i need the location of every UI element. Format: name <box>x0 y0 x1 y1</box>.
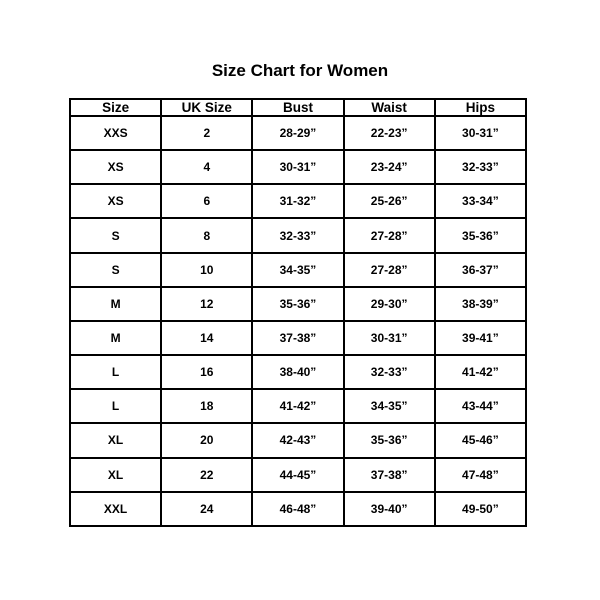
header-cell: Size <box>68 98 163 117</box>
table-cell: 28-29” <box>251 114 345 152</box>
table-cell: 47-48” <box>433 456 528 493</box>
table-cell: 32-33” <box>342 354 436 391</box>
table-cell: 14 <box>160 319 254 357</box>
table-cell: 43-44” <box>433 388 528 425</box>
table-cell: XS <box>68 149 163 186</box>
table-cell: 16 <box>160 354 254 391</box>
table-cell: 24 <box>160 490 254 528</box>
table-cell: 23-24” <box>342 149 436 186</box>
table-row: S 10 34-35” 27-28” 36-37” <box>68 251 528 288</box>
table-cell: 45-46” <box>433 422 528 459</box>
table-cell: 30-31” <box>342 319 436 357</box>
table-cell: 42-43” <box>251 422 345 459</box>
table-cell: 41-42” <box>433 354 528 391</box>
table-body: XXS 2 28-29” 22-23” 30-31” XS 4 30-31” 23-24” 32-… <box>68 114 528 528</box>
table-cell: S <box>68 217 163 254</box>
table-row: XL 20 42-43” 35-36” 45-46” <box>68 422 528 459</box>
table-cell: 39-40” <box>342 490 436 528</box>
table-cell: 10 <box>160 251 254 288</box>
table-row: XXL 24 46-48” 39-40” 49-50” <box>68 490 528 528</box>
table-cell: 35-36” <box>342 422 436 459</box>
table-row: XS 6 31-32” 25-26” 33-34” <box>68 183 528 220</box>
table-cell: M <box>68 285 163 322</box>
table-cell: 31-32” <box>251 183 345 220</box>
table-cell: 2 <box>160 114 254 152</box>
table-cell: 44-45” <box>251 456 345 493</box>
table-cell: 27-28” <box>342 217 436 254</box>
header-cell: Waist <box>342 98 436 117</box>
page-title: Size Chart for Women <box>211 61 389 80</box>
header-cell: UK Size <box>160 98 254 117</box>
table-row: L 18 41-42” 34-35” 43-44” <box>68 388 528 425</box>
table-cell: M <box>68 319 163 357</box>
table-cell: 30-31” <box>433 114 528 152</box>
table-cell: 35-36” <box>433 217 528 254</box>
header-row: Size UK Size Bust Waist Hips <box>68 98 528 117</box>
table-cell: 34-35” <box>251 251 345 288</box>
table-cell: 39-41” <box>433 319 528 357</box>
table-row: XL 22 44-45” 37-38” 47-48” <box>68 456 528 493</box>
table-cell: 41-42” <box>251 388 345 425</box>
table-row: S 8 32-33” 27-28” 35-36” <box>68 217 528 254</box>
table-row: M 14 37-38” 30-31” 39-41” <box>68 319 528 357</box>
table-cell: 38-40” <box>251 354 345 391</box>
table-cell: L <box>68 388 163 425</box>
table-cell: L <box>68 354 163 391</box>
table-cell: 32-33” <box>433 149 528 186</box>
table-cell: 4 <box>160 149 254 186</box>
table-cell: 32-33” <box>251 217 345 254</box>
table-cell: 20 <box>160 422 254 459</box>
table-cell: 27-28” <box>342 251 436 288</box>
table-cell: S <box>68 251 163 288</box>
header-cell: Bust <box>251 98 345 117</box>
table-row: XS 4 30-31” 23-24” 32-33” <box>68 149 528 186</box>
table-cell: 6 <box>160 183 254 220</box>
table-cell: 34-35” <box>342 388 436 425</box>
size-chart-table: Size UK Size Bust Waist Hips XXS 2 28-29” 22-23… <box>68 98 528 528</box>
table-cell: 22-23” <box>342 114 436 152</box>
table-cell: 33-34” <box>433 183 528 220</box>
table-cell: 30-31” <box>251 149 345 186</box>
table-cell: XS <box>68 183 163 220</box>
table-cell: 38-39” <box>433 285 528 322</box>
table-header: Size UK Size Bust Waist Hips <box>68 98 528 117</box>
table-row: L 16 38-40” 32-33” 41-42” <box>68 354 528 391</box>
table-cell: 29-30” <box>342 285 436 322</box>
table-cell: 37-38” <box>342 456 436 493</box>
table-cell: 46-48” <box>251 490 345 528</box>
table-cell: 49-50” <box>433 490 528 528</box>
table-cell: 35-36” <box>251 285 345 322</box>
table-row: XXS 2 28-29” 22-23” 30-31” <box>68 114 528 152</box>
table-cell: 12 <box>160 285 254 322</box>
table-cell: XL <box>68 456 163 493</box>
table-cell: XXL <box>68 490 163 528</box>
table-row: M 12 35-36” 29-30” 38-39” <box>68 285 528 322</box>
table-cell: 36-37” <box>433 251 528 288</box>
table-cell: 22 <box>160 456 254 493</box>
table-cell: 8 <box>160 217 254 254</box>
table-cell: 18 <box>160 388 254 425</box>
table-cell: XXS <box>68 114 163 152</box>
header-cell: Hips <box>433 98 528 117</box>
table-cell: 37-38” <box>251 319 345 357</box>
table-cell: XL <box>68 422 163 459</box>
table-cell: 25-26” <box>342 183 436 220</box>
